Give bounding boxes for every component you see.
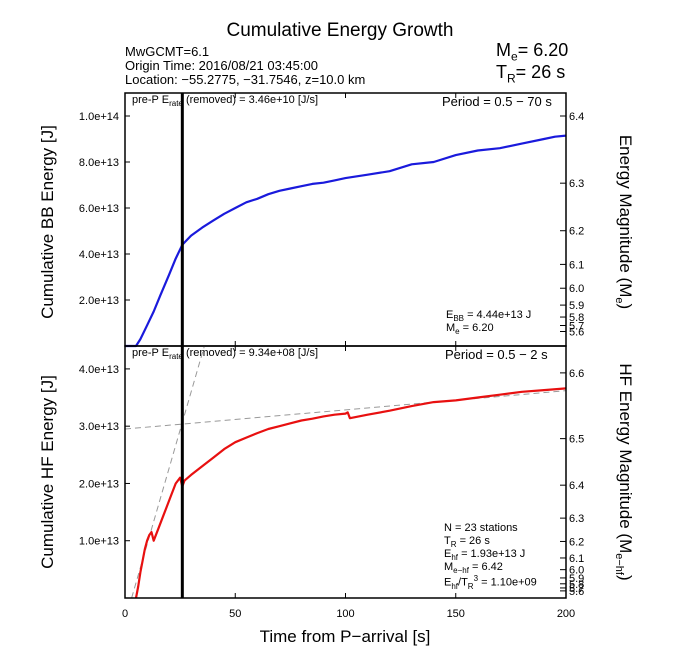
header-me-subscript: e [511, 49, 518, 64]
origin-time: Origin Time: 2016/08/21 03:45:00 [125, 58, 318, 73]
top-period: Period = 0.5 − 70 s [442, 94, 552, 109]
bottom-rtick-label-10: 6.6 [569, 368, 584, 380]
bottom-ytick-label-1: 2.0e+13 [79, 478, 119, 490]
bottom-mehf-sub: e−hf [453, 566, 469, 576]
bottom-rtick-label-6: 6.2 [569, 536, 584, 548]
bottom-plot-frame [124, 345, 567, 599]
bottom-ratio-sub: hf [451, 581, 459, 591]
bottom-ratio-b: = 1.10e+09 [478, 576, 537, 589]
bottom-tr-a: T [444, 535, 451, 547]
bottom-mehf-a: M [444, 561, 454, 573]
bottom-n: N = 23 stations [444, 522, 518, 534]
bottom-guide-line-0 [124, 390, 567, 430]
bottom-ytick-label-2: 3.0e+13 [79, 421, 119, 433]
bottom-rtick-label-8: 6.4 [569, 480, 584, 492]
bottom-prep-a: pre-P E [132, 347, 170, 359]
bottom-ehf-sub: hf [451, 553, 459, 563]
bottom-ratio-sub2: R [467, 581, 474, 591]
top-ytick-label-1: 4.0e+13 [79, 249, 119, 261]
bottom-ratio-a: E [444, 576, 452, 589]
bottom-ytick-label-3: 4.0e+13 [79, 364, 119, 376]
bottom-rtick-label-0: 5.6 [569, 586, 584, 598]
x-tick-label-0: 0 [122, 608, 128, 620]
bottom-tr-sub: R [450, 540, 457, 550]
bottom-rtick-label-4: 6.0 [569, 565, 584, 577]
bottom-rtick-label-3: 5.9 [569, 573, 584, 585]
bottom-tr: TR = 26 s [444, 535, 490, 549]
x-tick-label-4: 200 [557, 608, 575, 620]
top-rtick-label-5: 6.1 [569, 259, 584, 271]
top-rtick-label-8: 6.4 [569, 111, 584, 123]
top-prep-sub: rate [169, 99, 183, 109]
bottom-rtick-label-2: 5.8 [569, 579, 584, 591]
header-tr: TR= 26 s [496, 62, 565, 86]
top-ebb-a: E [446, 309, 454, 321]
top-ebb-sub: BB [453, 314, 465, 324]
bottom-rtick-label-9: 6.5 [569, 434, 584, 446]
header-tr-value: = 26 s [515, 62, 566, 82]
top-prep-a: pre-P E [132, 94, 170, 106]
chart-title: Cumulative Energy Growth [226, 20, 454, 41]
bottom-mehf: Me−hf = 6.42 [444, 561, 503, 575]
bottom-tr-b: = 26 s [456, 535, 490, 547]
top-me-a: M [446, 322, 456, 334]
top-ytick-label-2: 6.0e+13 [79, 203, 119, 215]
bottom-mehf-b: = 6.42 [468, 561, 503, 573]
top-me: Me = 6.20 [446, 322, 494, 336]
x-tick-label-1: 50 [229, 608, 241, 620]
header-tr-symbol: T [496, 62, 507, 82]
top-me-sub: e [455, 327, 460, 337]
bottom-ytick-label-0: 1.0e+13 [79, 536, 119, 548]
top-ytick-label-0: 2.0e+13 [79, 295, 119, 307]
bottom-ehf-b: = 1.93e+13 J [458, 548, 526, 560]
header-me-value: = 6.20 [517, 40, 569, 60]
bottom-ratio-sup: 3 [473, 574, 479, 583]
top-ytick-label-3: 8.0e+13 [79, 157, 119, 169]
event-magnitude: MwGCMT=6.1 [125, 44, 210, 59]
bottom-rtick-label-5: 6.1 [569, 553, 584, 565]
x-tick-label-2: 100 [336, 608, 354, 620]
top-ebb-b: = 4.44e+13 J [464, 309, 532, 321]
x-tick-label-3: 150 [447, 608, 465, 620]
top-prep-label: pre-P Erate (removed) = 3.46e+10 [J/s] [132, 94, 318, 108]
top-rtick-label-6: 6.2 [569, 226, 584, 238]
bottom-prep-label: pre-P Erate (removed) = 9.34e+08 [J/s] [132, 347, 318, 361]
header-me: Me= 6.20 [496, 40, 568, 64]
bottom-series-line-0 [134, 387, 567, 599]
top-plot-frame [124, 92, 567, 347]
top-rtick-label-3: 5.9 [569, 300, 584, 312]
top-me-b: = 6.20 [459, 322, 494, 334]
bottom-period: Period = 0.5 − 2 s [445, 347, 548, 362]
top-ebb: EBB = 4.44e+13 J [446, 309, 531, 323]
x-axis-label: Time from P−arrival [s] [259, 627, 431, 646]
bottom-ehf-a: E [444, 548, 452, 560]
bottom-prep-sub: rate [169, 352, 183, 362]
bottom-rtick-label-7: 6.3 [569, 513, 584, 525]
bottom-prep-b: (removed) = 9.34e+08 [J/s] [182, 347, 319, 359]
top-series-line-0 [125, 134, 567, 348]
bottom-ratio: Ehf/TR3 = 1.10e+09 [444, 574, 537, 591]
top-rtick-label-4: 6.0 [569, 283, 584, 295]
top-rtick-label-7: 6.3 [569, 178, 584, 190]
header-me-symbol: M [496, 40, 511, 60]
top-ytick-label-4: 1.0e+14 [79, 111, 119, 123]
bottom-ehf: Ehf = 1.93e+13 J [444, 548, 525, 562]
location: Location: −55.2775, −31.7546, z=10.0 km [125, 72, 366, 87]
bottom-rtick-label-1: 5.7 [569, 583, 584, 595]
top-rtick-label-2: 5.8 [569, 312, 584, 324]
bottom-ratio-mid: /T [458, 576, 468, 589]
header-tr-subscript: R [507, 71, 516, 86]
top-prep-b: (removed) = 3.46e+10 [J/s] [182, 94, 319, 106]
top-rtick-label-1: 5.7 [569, 321, 584, 333]
top-rtick-label-0: 5.6 [569, 326, 584, 338]
